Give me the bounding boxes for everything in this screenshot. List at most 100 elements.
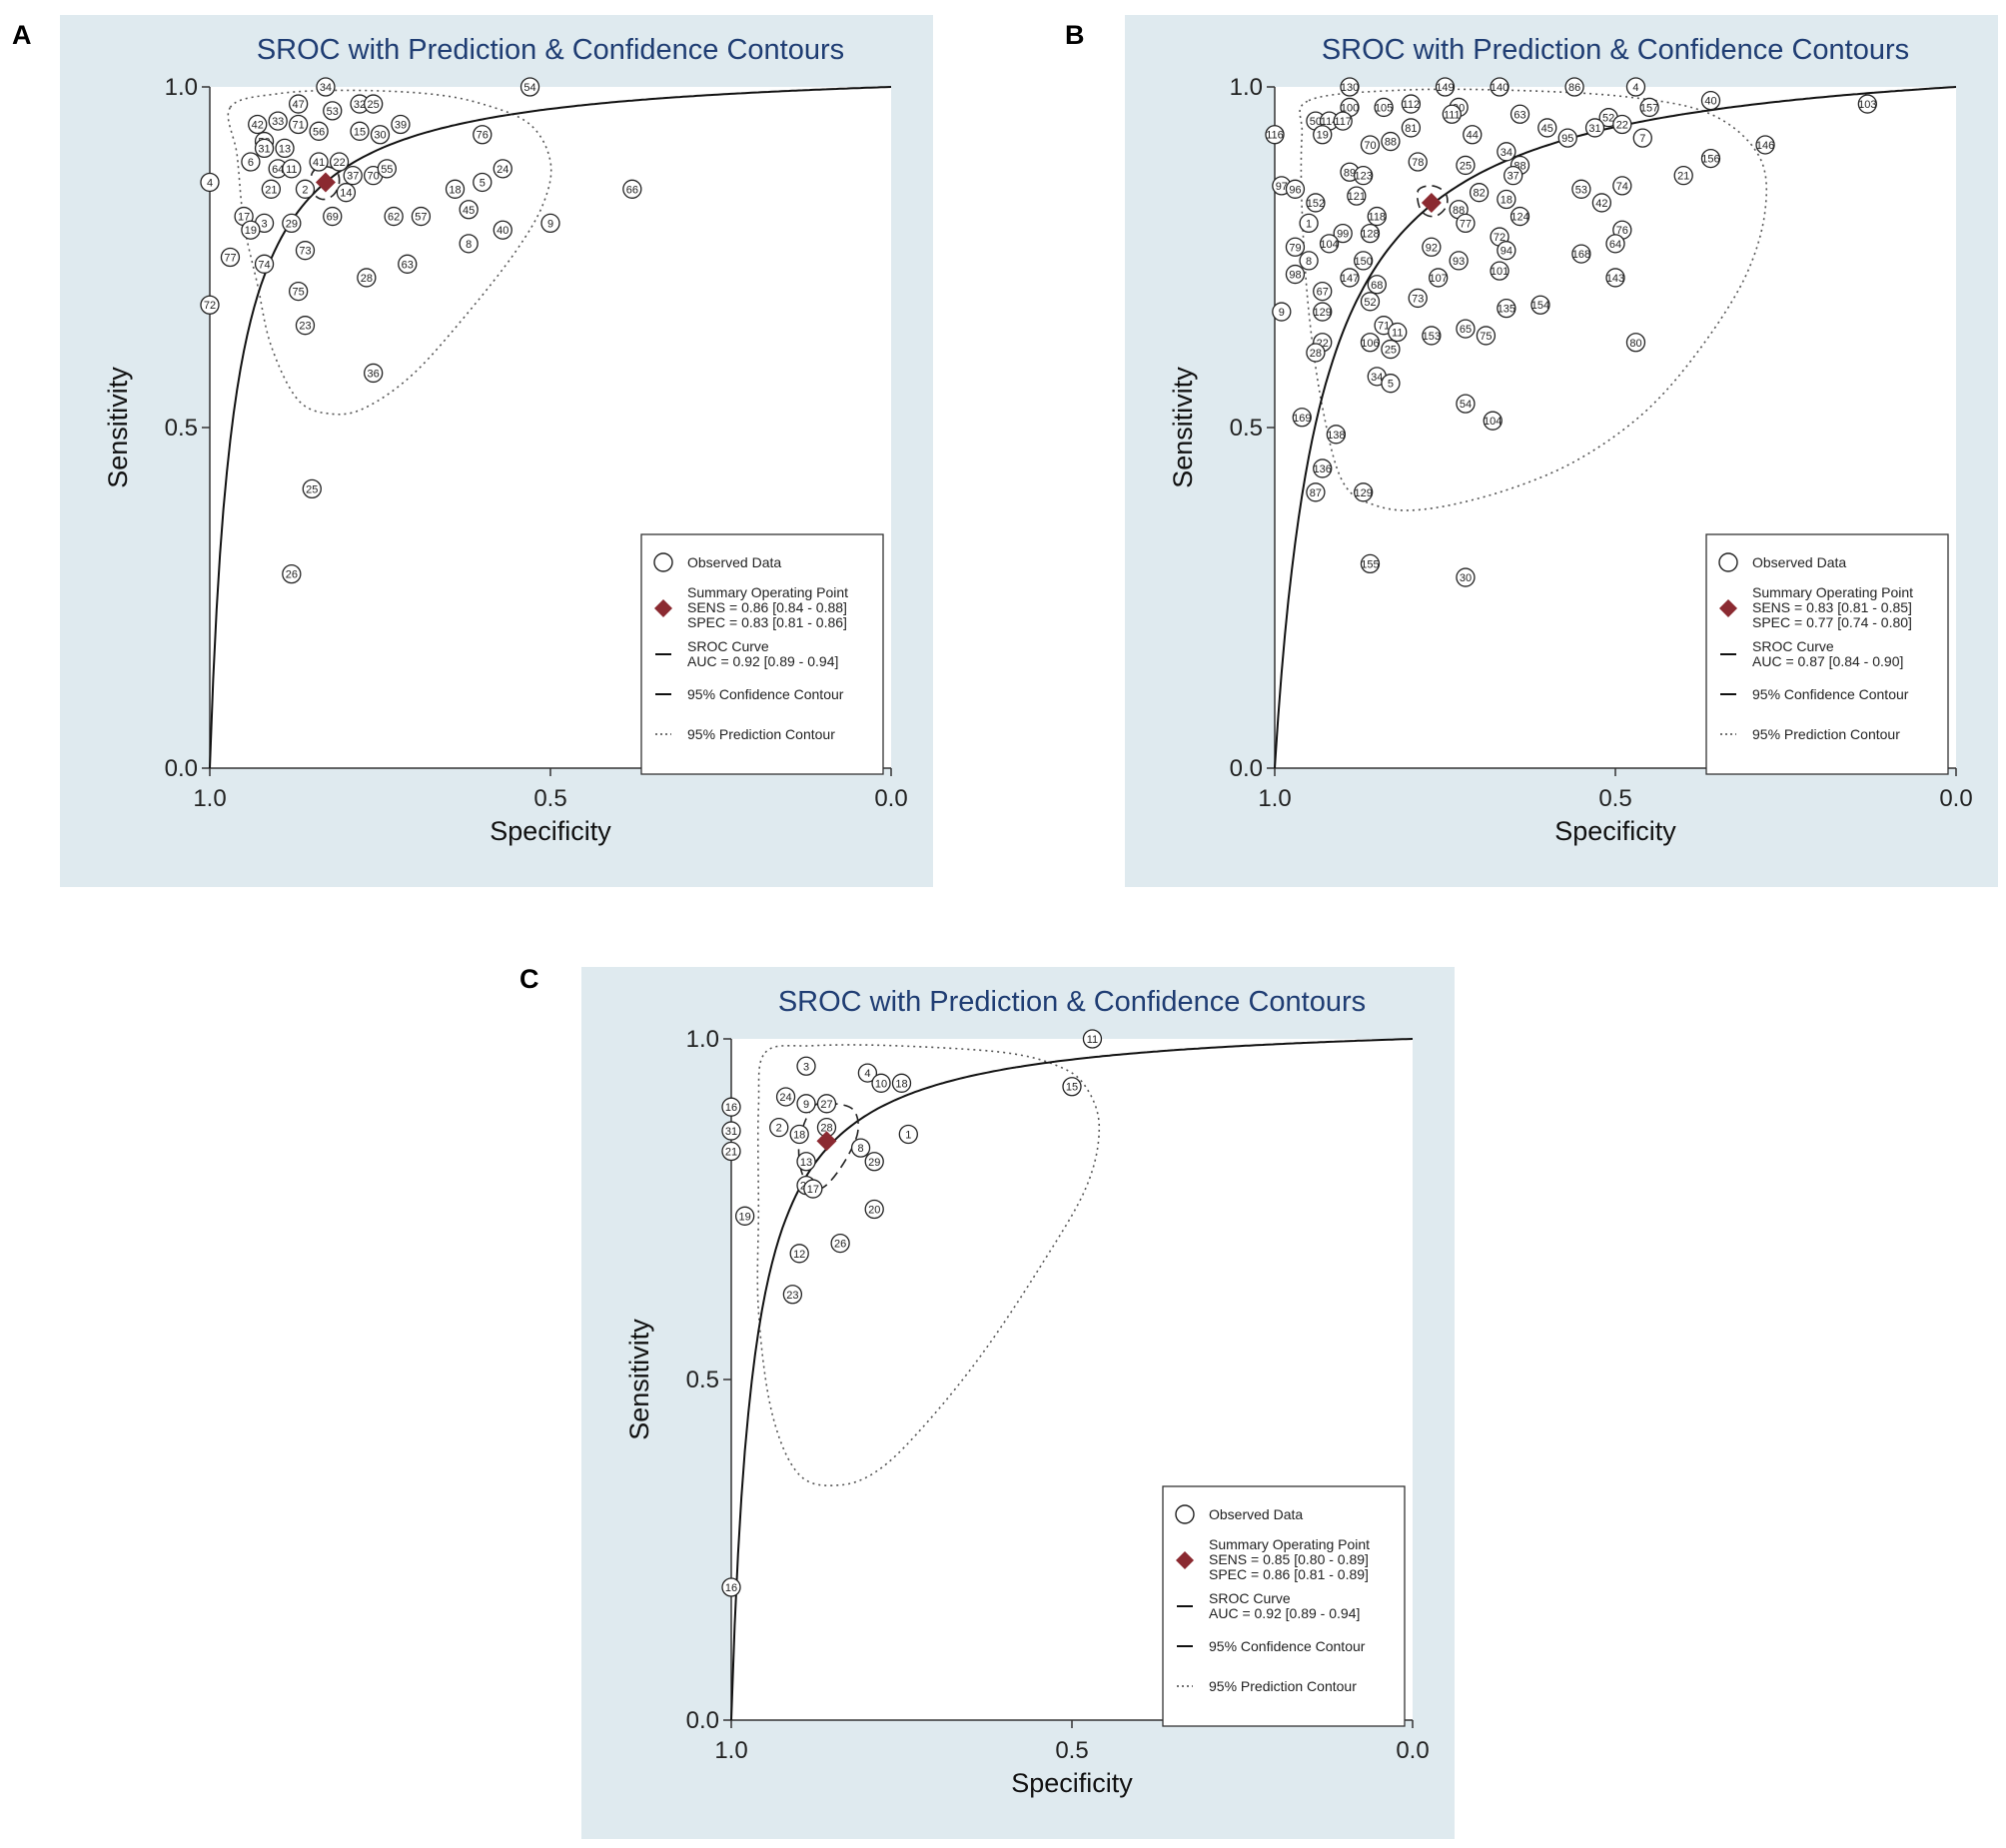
observed-point: 64 [1605, 234, 1625, 254]
observed-point-circle [1497, 298, 1516, 319]
observed-point: 4 [1625, 77, 1646, 97]
observed-point-label: 25 [1385, 345, 1397, 357]
observed-point: 76 [473, 125, 493, 145]
observed-point-circle [241, 152, 261, 172]
observed-point: 105 [1374, 97, 1394, 118]
observed-point-circle [1374, 97, 1394, 118]
legend-summary-title: Summary Operating Point [1209, 1536, 1370, 1552]
observed-point-circle [1340, 77, 1360, 97]
observed-point-circle [493, 159, 512, 179]
observed-point-circle [282, 159, 302, 179]
observed-point: 21 [261, 179, 282, 199]
observed-point: 94 [1497, 241, 1516, 261]
observed-point-circle [459, 200, 479, 220]
observed-point-circle [302, 478, 322, 499]
observed-point-circle [1299, 251, 1319, 271]
legend-sens: SENS = 0.86 [0.84 - 0.88] [687, 599, 847, 615]
observed-point: 78 [1408, 152, 1428, 172]
legend-sroc-title: SROC Curve [1209, 1590, 1291, 1606]
panel-label-c: C [519, 964, 539, 994]
observed-point-circle [721, 1121, 741, 1141]
observed-point: 107 [1429, 268, 1449, 288]
observed-point-label: 74 [1616, 181, 1628, 193]
observed-point: 45 [1537, 118, 1557, 138]
observed-point: 138 [1326, 425, 1347, 445]
observed-point-circle [1367, 206, 1387, 227]
x-axis-label: Specificity [1011, 1768, 1133, 1798]
observed-point-label: 8 [858, 1143, 864, 1155]
observed-point-label: 107 [1430, 273, 1448, 285]
observed-point-circle [282, 563, 302, 584]
observed-point: 73 [1408, 288, 1428, 309]
observed-point-circle [1422, 326, 1442, 346]
observed-point-label: 118 [1369, 212, 1387, 224]
observed-point: 15 [350, 121, 370, 141]
legend-observed-symbol [1175, 1504, 1195, 1524]
observed-point-label: 9 [1279, 307, 1285, 319]
observed-point-label: 77 [1460, 218, 1472, 230]
observed-point-circle [1612, 114, 1632, 135]
observed-point-circle [769, 1118, 789, 1138]
observed-point: 21 [721, 1141, 741, 1162]
observed-point: 16 [721, 1097, 741, 1117]
observed-point: 41 [309, 152, 329, 172]
observed-point: 28 [1306, 343, 1326, 363]
observed-point-label: 157 [1640, 102, 1658, 114]
observed-point-label: 18 [449, 184, 461, 196]
observed-point-circle [789, 1124, 809, 1145]
observed-point-label: 78 [1412, 157, 1424, 169]
observed-point-label: 67 [1317, 287, 1329, 299]
observed-point-label: 4 [207, 177, 213, 189]
observed-point-circle [796, 1056, 816, 1076]
observed-point: 57 [411, 206, 432, 227]
observed-point-label: 150 [1354, 256, 1372, 268]
sroc-panel-c: SROC with Prediction & Confidence Contou… [581, 967, 1455, 1839]
panel-label-b: B [1065, 20, 1085, 50]
observed-point: 22 [329, 152, 350, 172]
observed-point-circle [622, 179, 642, 199]
observed-point: 149 [1435, 77, 1456, 97]
observed-point-label: 23 [786, 1290, 798, 1302]
observed-point-label: 143 [1606, 273, 1624, 285]
observed-point-circle [1584, 118, 1605, 138]
observed-point-circle [1313, 281, 1333, 302]
observed-point: 13 [796, 1152, 816, 1172]
observed-point-label: 71 [1378, 321, 1390, 333]
observed-point-circle [891, 1073, 912, 1093]
observed-point: 8 [850, 1138, 871, 1158]
legend: Observed Data Summary Operating PointSENS… [1162, 1485, 1406, 1727]
observed-point: 52 [1360, 292, 1381, 312]
observed-point-label: 88 [1453, 205, 1465, 217]
observed-point-label: 30 [374, 130, 386, 142]
observed-point-label: 138 [1327, 430, 1345, 442]
observed-point-label: 30 [1460, 572, 1472, 584]
chart-title: SROC with Prediction & Confidence Contou… [778, 986, 1366, 1018]
observed-point: 135 [1497, 298, 1516, 319]
observed-point: 82 [1469, 183, 1490, 203]
sroc-chart-a: SROC with Prediction & Confidence Contou… [103, 34, 908, 846]
observed-point-label: 75 [293, 287, 305, 299]
observed-point-circle [1313, 302, 1333, 322]
observed-point-label: 95 [1561, 133, 1573, 145]
observed-point: 28 [816, 1118, 837, 1138]
observed-point-label: 4 [864, 1068, 870, 1080]
y-tick-label: 0.5 [686, 1367, 719, 1393]
observed-point-label: 104 [1484, 416, 1502, 428]
observed-point: 157 [1639, 97, 1659, 118]
observed-point: 12 [789, 1244, 809, 1264]
y-tick-label: 0.0 [165, 755, 198, 782]
observed-point-label: 18 [793, 1129, 805, 1141]
observed-point-circle [816, 1094, 837, 1114]
observed-point-label: 63 [1513, 109, 1525, 121]
x-tick-label: 0.0 [874, 785, 907, 812]
chart-title: SROC with Prediction & Confidence Contou… [257, 34, 844, 66]
observed-point-label: 94 [1501, 246, 1512, 258]
observed-point-label: 136 [1314, 463, 1332, 475]
panel-label-a: A [12, 20, 32, 50]
observed-point-label: 2 [776, 1123, 782, 1135]
observed-point-circle [1360, 292, 1381, 312]
observed-point-circle [1456, 567, 1476, 587]
observed-point-label: 3 [261, 218, 267, 230]
observed-point-circle [364, 363, 384, 384]
observed-point: 31 [1584, 118, 1605, 138]
